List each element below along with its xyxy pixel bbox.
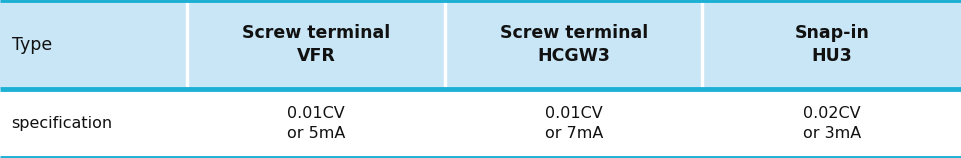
Text: specification: specification (12, 116, 112, 131)
Text: Snap-in
HU3: Snap-in HU3 (795, 24, 869, 65)
Text: 0.01CV
or 5mA: 0.01CV or 5mA (287, 106, 345, 141)
Text: Type: Type (12, 36, 52, 54)
Bar (0, 89, 961, 158)
Text: Screw terminal
HCGW3: Screw terminal HCGW3 (500, 24, 648, 65)
Text: 0.01CV
or 7mA: 0.01CV or 7mA (545, 106, 603, 141)
Text: Screw terminal
VFR: Screw terminal VFR (242, 24, 390, 65)
Text: 0.02CV
or 3mA: 0.02CV or 3mA (802, 106, 861, 141)
Bar (0, 0, 961, 89)
